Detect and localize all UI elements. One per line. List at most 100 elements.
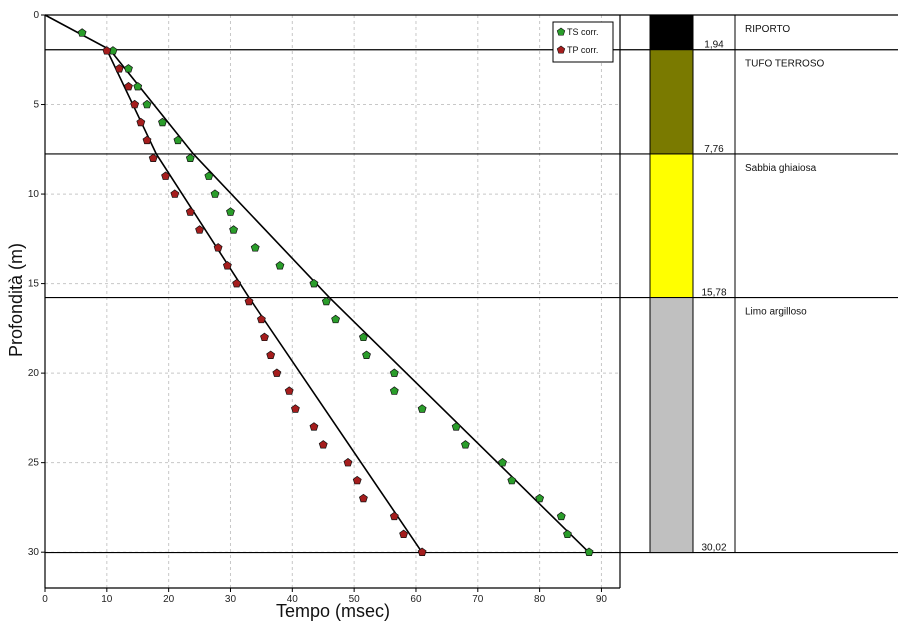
data-point (331, 314, 341, 324)
x-tick-label: 90 (596, 594, 608, 605)
data-point (507, 475, 517, 485)
y-axis-label: Profondità (m) (6, 243, 26, 357)
legend-label: TS corr. (567, 27, 599, 37)
x-tick-label: 60 (410, 594, 422, 605)
layer-name-label: RIPORTO (745, 24, 790, 35)
x-tick-label: 20 (163, 594, 175, 605)
layer-fill (649, 297, 694, 554)
x-tick-label: 80 (534, 594, 546, 605)
data-point (260, 332, 269, 342)
y-axis-ticks: 0 5 10 15 20 25 30 (28, 10, 45, 558)
data-point (266, 350, 276, 359)
data-point (417, 404, 427, 413)
legend-box (552, 21, 614, 63)
y-tick-label: 30 (28, 547, 40, 558)
layer-fill (649, 153, 694, 299)
data-point (77, 28, 87, 37)
data-point (161, 171, 170, 180)
data-point (389, 368, 399, 377)
data-point (142, 135, 152, 145)
data-point (584, 547, 594, 556)
data-point (451, 422, 461, 431)
data-point (362, 350, 371, 359)
x-tick-label: 30 (225, 594, 237, 605)
x-axis-ticks: 0 10 20 30 40 50 60 70 80 90 (42, 588, 607, 605)
x-tick-label: 50 (349, 594, 361, 605)
data-point (114, 64, 124, 73)
x-axis-label: Tempo (msec) (276, 601, 390, 621)
x-tick-label: 70 (472, 594, 484, 605)
x-tick-label: 10 (101, 594, 113, 605)
legend: TS corr. TP corr. (552, 21, 614, 63)
data-point (185, 153, 195, 162)
data-point (359, 332, 368, 342)
legend-marker (556, 45, 566, 54)
x-tick-label: 40 (287, 594, 299, 605)
fit-lines (44, 14, 590, 554)
data-points (77, 28, 594, 556)
data-point (275, 261, 285, 270)
data-point (256, 314, 266, 324)
layer-depth-label: 15,78 (701, 288, 726, 299)
layer-name-label: Limo argilloso (745, 307, 807, 318)
layer-boundary-lines (45, 14, 898, 554)
layer-fill (649, 14, 694, 51)
plot-frame (44, 15, 621, 589)
fit-line (44, 14, 590, 554)
y-tick-label: 5 (33, 100, 39, 111)
data-point (461, 440, 470, 449)
legend-marker (556, 27, 566, 36)
y-tick-label: 20 (28, 368, 40, 379)
data-point (352, 475, 362, 485)
data-point (250, 243, 260, 252)
y-tick-label: 10 (28, 189, 40, 200)
data-point (213, 243, 223, 252)
data-point (556, 511, 566, 521)
data-point (204, 171, 214, 180)
data-point (133, 81, 143, 91)
data-point (290, 404, 300, 413)
data-point (309, 422, 319, 431)
data-point (210, 189, 220, 198)
data-point (272, 368, 282, 377)
data-point (130, 99, 140, 109)
data-point (173, 135, 183, 145)
data-point (389, 386, 399, 395)
layer-depth-label: 7,76 (704, 144, 724, 155)
legend-label: TP corr. (567, 45, 598, 55)
data-point (148, 153, 158, 162)
data-point (284, 386, 294, 395)
data-point (535, 493, 545, 503)
data-point (226, 207, 235, 216)
data-point (195, 225, 204, 234)
data-point (318, 440, 328, 449)
data-point (309, 278, 319, 288)
x-tick-label: 0 (42, 594, 48, 605)
data-point (102, 46, 112, 55)
fit-line (106, 49, 423, 553)
data-point (399, 529, 409, 539)
data-point (244, 296, 254, 306)
data-point (124, 81, 133, 91)
data-point (389, 511, 399, 521)
data-point (343, 458, 353, 467)
data-point (222, 261, 232, 270)
layer-name-label: Sabbia ghiaiosa (745, 163, 817, 174)
layer-fill (649, 49, 694, 155)
data-point (170, 189, 180, 198)
layer-depth-label: 30,02 (701, 543, 726, 554)
data-point (417, 547, 427, 556)
data-point (359, 493, 368, 503)
data-point (563, 529, 572, 539)
y-tick-label: 0 (33, 10, 39, 21)
stratigraphic-column: 1,94 RIPORTO 7,76 TUFO TERROSO 15,78 Sabbia g… (649, 14, 824, 554)
data-point (498, 458, 507, 467)
data-point (142, 99, 152, 109)
y-tick-label: 25 (28, 458, 40, 469)
data-point (185, 207, 195, 216)
data-point (124, 64, 133, 73)
data-point (232, 278, 242, 288)
data-point (321, 296, 331, 306)
data-point (229, 225, 238, 234)
